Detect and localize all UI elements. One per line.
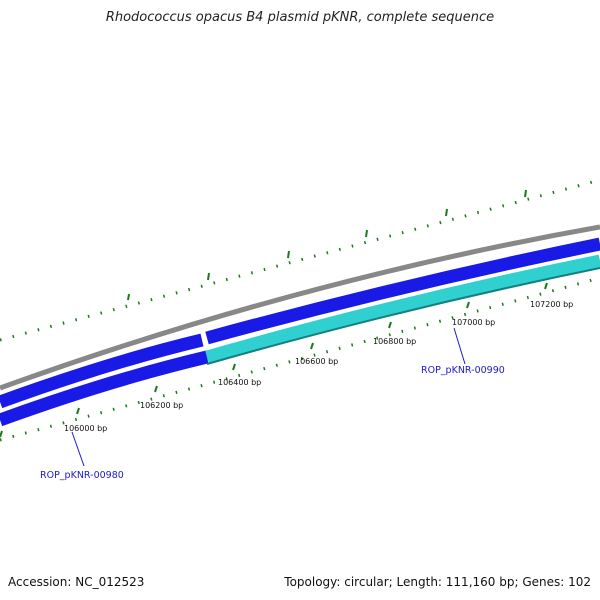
gene-label-rop-pknr-00980[interactable]: ROP_pKNR-00980 [40,470,124,481]
tick-label: 106600 bp [295,357,338,366]
forward-gene-segment-left[interactable] [0,333,204,409]
gene-label-leader [453,327,466,365]
outer-major-tick [365,229,368,238]
tick-label: 106800 bp [373,337,416,346]
tick-label: 107200 bp [530,300,573,309]
inner-major-tick [232,363,236,371]
inner-major-tick [154,385,158,393]
tick-label: 107000 bp [452,318,495,327]
tick-label: 106000 bp [64,424,107,433]
outer-major-tick [445,208,448,217]
forward-gene-segment-right[interactable] [205,237,600,345]
inner-major-tick [466,301,470,309]
outer-major-tick [287,250,290,259]
outer-major-tick [207,272,210,281]
backbone [0,224,600,391]
gene-rop-pknr-00980[interactable] [0,350,209,427]
sequence-summary: Topology: circular; Length: 111,160 bp; … [284,575,591,589]
inner-major-tick [310,342,314,350]
outer-tick-ring [0,178,600,342]
gene-rop-pknr-00990[interactable] [205,254,600,364]
gene-label-leader [71,431,85,467]
gene-rop-pknr-00990-edge [206,267,600,365]
map-title: Rhodococcus opacus B4 plasmid pKNR, comp… [105,10,495,25]
inner-major-tick [0,430,3,438]
tick-label: 106400 bp [218,378,261,387]
outer-major-tick [127,293,130,301]
accession-label: Accession: NC_012523 [8,575,145,589]
outer-major-tick [524,189,527,198]
inner-tick-ring [0,276,600,442]
tick-label: 106200 bp [140,401,183,410]
inner-major-tick [76,407,80,415]
gene-label-rop-pknr-00990[interactable]: ROP_pKNR-00990 [421,365,505,376]
inner-major-tick [544,282,548,290]
inner-major-tick [388,321,392,329]
